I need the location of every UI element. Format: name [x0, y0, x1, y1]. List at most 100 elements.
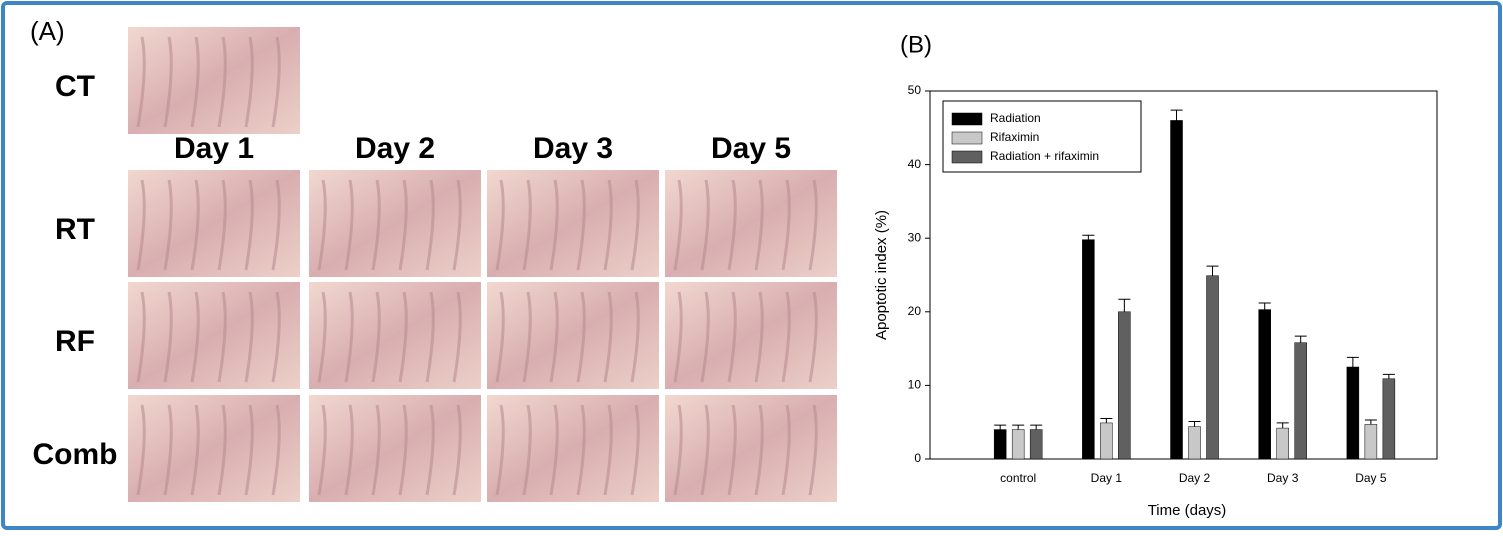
legend-swatch [951, 150, 983, 164]
legend-swatch [951, 131, 983, 145]
y-tick-label: 40 [908, 157, 922, 171]
tissue-fold [190, 291, 200, 383]
error-bar [1346, 356, 1359, 367]
tissue-fold [136, 291, 146, 383]
y-tick-label: 0 [914, 451, 921, 465]
tissue-fold [549, 404, 559, 496]
bar [1294, 342, 1307, 460]
error-bar [994, 424, 1007, 430]
tissue-fold [371, 404, 381, 496]
error-bar [1206, 265, 1219, 276]
histology-image [487, 282, 659, 389]
bar [1011, 429, 1025, 460]
panel-label: (B) [900, 31, 932, 58]
tissue-fold [425, 404, 435, 496]
tissue-fold [754, 291, 764, 383]
tissue-fold [344, 291, 354, 383]
tissue-fold [727, 404, 737, 496]
tissue-fold [425, 179, 435, 271]
error-bar [1382, 373, 1395, 379]
row-label: RF [55, 325, 95, 358]
tissue-fold [217, 36, 227, 128]
tissue-fold [136, 179, 146, 271]
tissue-fold [244, 404, 254, 496]
histology-image [128, 170, 300, 277]
bar [1082, 239, 1095, 460]
panel-label: (A) [30, 16, 65, 46]
tissue-fold [630, 291, 640, 383]
histology-image [665, 395, 837, 502]
x-tick-label: Day 1 [1091, 471, 1123, 485]
tissue-fold [398, 291, 408, 383]
y-axis-label: Apoptotic index (%) [873, 210, 890, 340]
tissue-fold [136, 404, 146, 496]
tissue-fold [603, 291, 613, 383]
histology-image [309, 170, 481, 277]
bar [1382, 378, 1396, 460]
x-tick-label: control [1000, 471, 1036, 485]
tissue-fold [190, 36, 200, 128]
error-bar [1082, 234, 1095, 240]
tissue-fold [163, 179, 173, 271]
tissue-fold [244, 291, 254, 383]
x-tick-label: Day 5 [1355, 471, 1387, 485]
error-bar [1364, 419, 1377, 425]
row-label: CT [55, 70, 95, 103]
bar [1364, 424, 1378, 460]
tissue-fold [244, 179, 254, 271]
tissue-fold [781, 291, 791, 383]
error-bar [1258, 302, 1271, 310]
row-label: Comb [33, 438, 118, 471]
tissue-fold [398, 404, 408, 496]
column-label: Day 3 [533, 132, 613, 165]
y-tick-label: 30 [908, 230, 922, 244]
tissue-fold [808, 404, 818, 496]
tissue-fold [136, 36, 146, 128]
column-label: Day 1 [174, 132, 254, 165]
tissue-fold [317, 404, 327, 496]
tissue-fold [673, 179, 683, 271]
bar [1276, 427, 1289, 460]
histology-image [128, 282, 300, 389]
tissue-fold [344, 179, 354, 271]
plot-area [929, 90, 1438, 460]
tissue-fold [371, 179, 381, 271]
histology-image [309, 395, 481, 502]
tissue-fold [452, 179, 462, 271]
y-tick-label: 50 [908, 83, 922, 97]
tissue-fold [217, 179, 227, 271]
x-tick-label: Day 2 [1179, 471, 1211, 485]
column-label: Day 2 [355, 132, 435, 165]
tissue-fold [630, 404, 640, 496]
column-label: Day 5 [711, 132, 791, 165]
tissue-fold [495, 179, 505, 271]
x-axis-label: Time (days) [1148, 502, 1227, 519]
bar [1346, 366, 1360, 460]
histology-image [128, 395, 300, 502]
bar [1188, 426, 1201, 460]
error-bar [1118, 298, 1131, 312]
tissue-fold [495, 404, 505, 496]
histology-image [309, 282, 481, 389]
histology-image [665, 170, 837, 277]
tissue-fold [700, 179, 710, 271]
y-tick-label: 10 [908, 378, 922, 392]
bar [1100, 422, 1113, 460]
y-tick-label: 20 [908, 304, 922, 318]
tissue-fold [781, 179, 791, 271]
tissue-fold [425, 291, 435, 383]
bar [993, 429, 1007, 460]
tissue-fold [754, 179, 764, 271]
tissue-fold [727, 291, 737, 383]
tissue-fold [576, 291, 586, 383]
bar [1258, 309, 1271, 460]
error-bar [1276, 422, 1289, 429]
row-label: RT [55, 213, 95, 246]
error-bar [1030, 424, 1043, 430]
error-bar [1012, 424, 1025, 430]
histology-image [128, 27, 300, 134]
tissue-fold [190, 179, 200, 271]
tissue-fold [754, 404, 764, 496]
tissue-fold [549, 179, 559, 271]
